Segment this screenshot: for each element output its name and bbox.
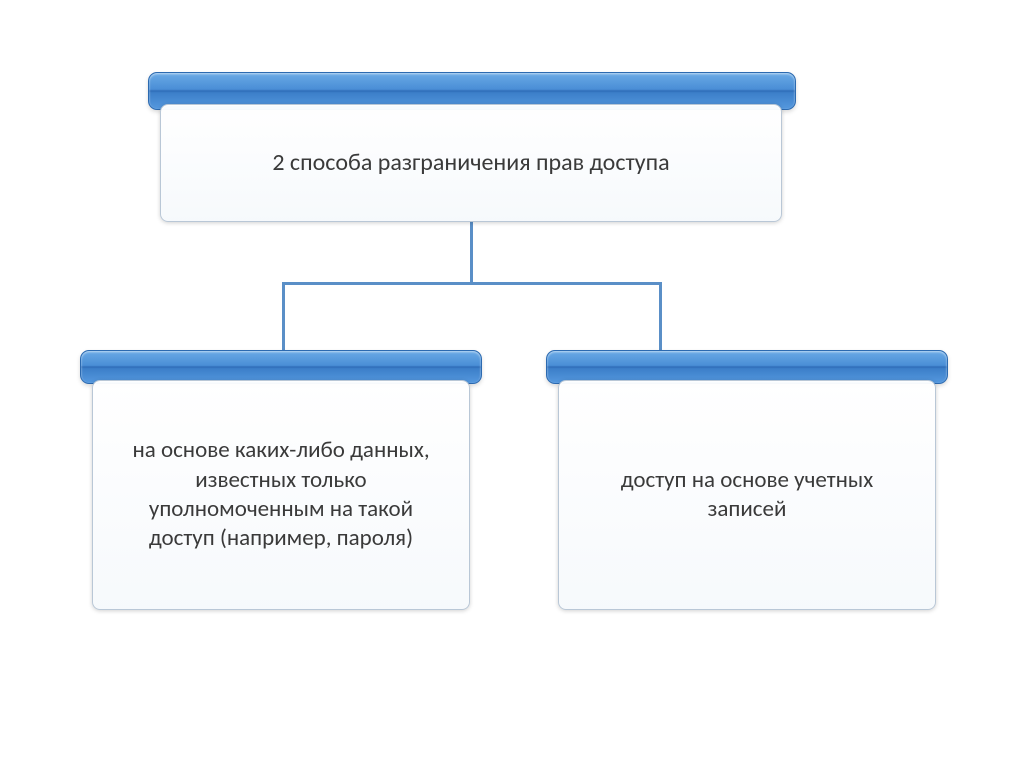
connector-hbar (282, 282, 662, 285)
connector-right (659, 282, 662, 350)
left-node-cap (80, 350, 482, 384)
connector-left (282, 282, 285, 350)
left-node-box: на основе каких-либо данных, известных т… (92, 380, 470, 610)
connector-stem (470, 222, 473, 284)
left-node-label: на основе каких-либо данных, известных т… (115, 436, 447, 554)
right-node-label: доступ на основе учетных записей (581, 466, 913, 525)
hierarchy-diagram: 2 способа разграничения прав доступа на … (0, 0, 1024, 768)
root-node-box: 2 способа разграничения прав доступа (160, 104, 782, 222)
root-node-label: 2 способа разграничения прав доступа (272, 148, 669, 179)
right-node-cap (546, 350, 948, 384)
right-node-box: доступ на основе учетных записей (558, 380, 936, 610)
